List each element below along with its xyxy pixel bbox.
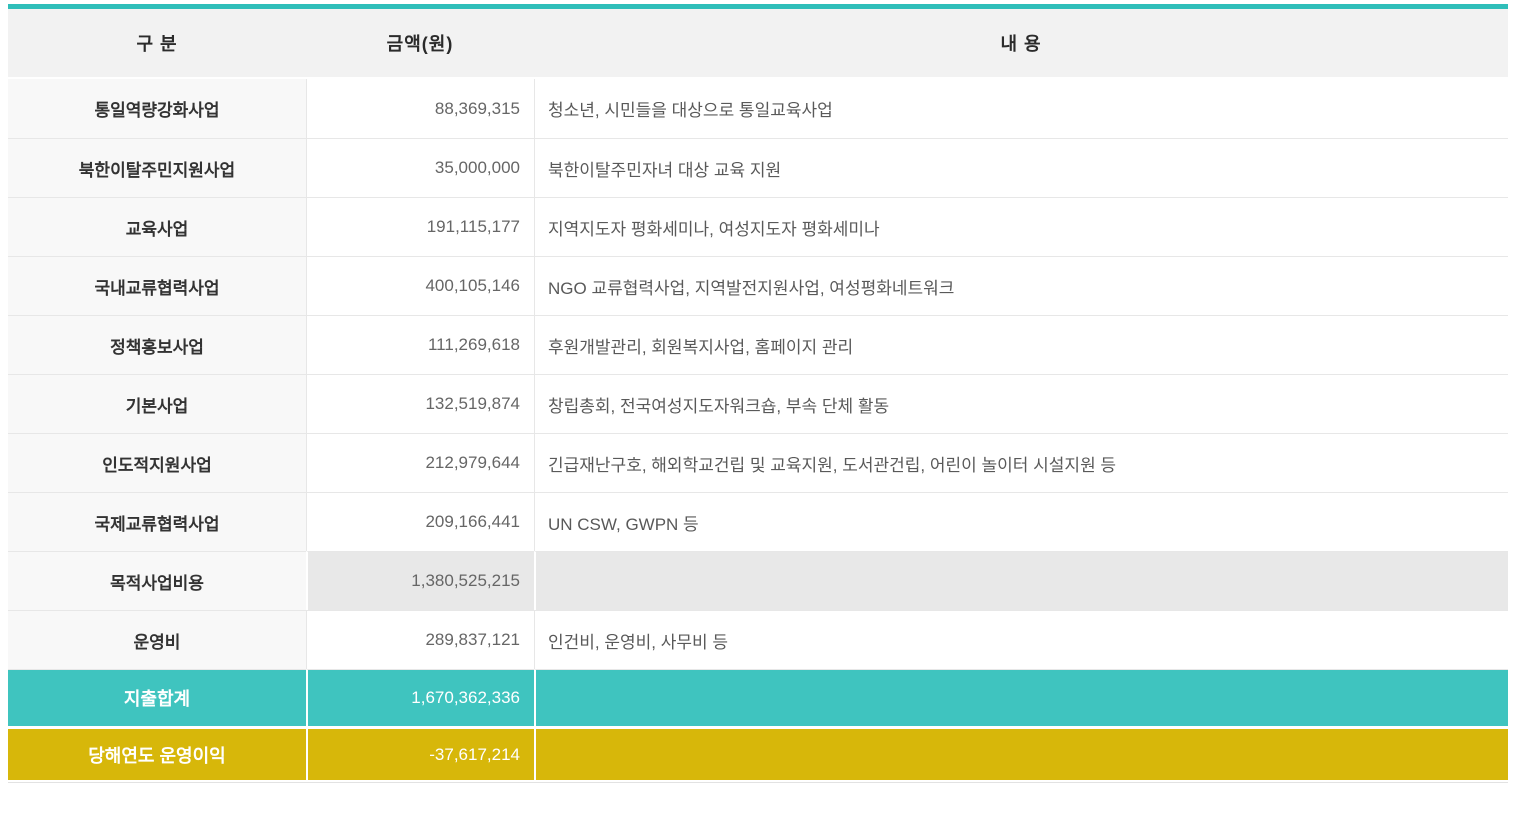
category-cell: 운영비: [8, 610, 306, 669]
category-cell: 정책홍보사업: [8, 315, 306, 374]
table-row: 운영비 289,837,121 인건비, 운영비, 사무비 등: [8, 610, 1508, 669]
description-cell: 창립총회, 전국여성지도자워크숍, 부속 단체 활동: [534, 374, 1508, 433]
description-cell: [534, 551, 1508, 610]
table-row: 목적사업비용 1,380,525,215: [8, 551, 1508, 610]
table-row: 당해연도 운영이익 -37,617,214: [8, 726, 1508, 782]
amount-cell: 191,115,177: [306, 197, 534, 256]
header-description: 내 용: [534, 9, 1508, 79]
header-amount: 금액(원): [306, 9, 534, 79]
header-category: 구 분: [8, 9, 306, 79]
amount-cell: 289,837,121: [306, 610, 534, 669]
description-cell: 청소년, 시민들을 대상으로 통일교육사업: [534, 79, 1508, 138]
category-cell: 통일역량강화사업: [8, 79, 306, 138]
description-cell: 북한이탈주민자녀 대상 교육 지원: [534, 138, 1508, 197]
amount-cell: 111,269,618: [306, 315, 534, 374]
description-cell: 긴급재난구호, 해외학교건립 및 교육지원, 도서관건립, 어린이 놀이터 시설…: [534, 433, 1508, 492]
amount-cell: 1,670,362,336: [306, 669, 534, 726]
table-row: 인도적지원사업 212,979,644 긴급재난구호, 해외학교건립 및 교육지…: [8, 433, 1508, 492]
header-row: 구 분 금액(원) 내 용: [8, 9, 1508, 79]
category-cell: 인도적지원사업: [8, 433, 306, 492]
category-cell: 국내교류협력사업: [8, 256, 306, 315]
table-row: 교육사업 191,115,177 지역지도자 평화세미나, 여성지도자 평화세미…: [8, 197, 1508, 256]
amount-cell: 209,166,441: [306, 492, 534, 551]
category-cell: 기본사업: [8, 374, 306, 433]
description-cell: NGO 교류협력사업, 지역발전지원사업, 여성평화네트워크: [534, 256, 1508, 315]
table-top-accent-bar: [8, 4, 1508, 9]
category-cell: 당해연도 운영이익: [8, 726, 306, 782]
amount-cell: 35,000,000: [306, 138, 534, 197]
amount-cell: 88,369,315: [306, 79, 534, 138]
amount-cell: 212,979,644: [306, 433, 534, 492]
table-row: 지출합계 1,670,362,336: [8, 669, 1508, 726]
description-cell: 지역지도자 평화세미나, 여성지도자 평화세미나: [534, 197, 1508, 256]
expense-table-container: 구 분 금액(원) 내 용 통일역량강화사업 88,369,315 청소년, 시…: [8, 4, 1508, 783]
table-row: 정책홍보사업 111,269,618 후원개발관리, 회원복지사업, 홈페이지 …: [8, 315, 1508, 374]
description-cell: 후원개발관리, 회원복지사업, 홈페이지 관리: [534, 315, 1508, 374]
table-row: 국제교류협력사업 209,166,441 UN CSW, GWPN 등: [8, 492, 1508, 551]
amount-cell: 400,105,146: [306, 256, 534, 315]
category-cell: 목적사업비용: [8, 551, 306, 610]
table-row: 국내교류협력사업 400,105,146 NGO 교류협력사업, 지역발전지원사…: [8, 256, 1508, 315]
table-row: 북한이탈주민지원사업 35,000,000 북한이탈주민자녀 대상 교육 지원: [8, 138, 1508, 197]
category-cell: 국제교류협력사업: [8, 492, 306, 551]
category-cell: 교육사업: [8, 197, 306, 256]
amount-cell: -37,617,214: [306, 726, 534, 782]
description-cell: 인건비, 운영비, 사무비 등: [534, 610, 1508, 669]
amount-cell: 1,380,525,215: [306, 551, 534, 610]
category-cell: 북한이탈주민지원사업: [8, 138, 306, 197]
expense-table: 구 분 금액(원) 내 용 통일역량강화사업 88,369,315 청소년, 시…: [8, 9, 1508, 783]
table-row: 통일역량강화사업 88,369,315 청소년, 시민들을 대상으로 통일교육사…: [8, 79, 1508, 138]
amount-cell: 132,519,874: [306, 374, 534, 433]
description-cell: [534, 726, 1508, 782]
description-cell: [534, 669, 1508, 726]
category-cell: 지출합계: [8, 669, 306, 726]
table-body: 통일역량강화사업 88,369,315 청소년, 시민들을 대상으로 통일교육사…: [8, 79, 1508, 782]
table-row: 기본사업 132,519,874 창립총회, 전국여성지도자워크숍, 부속 단체…: [8, 374, 1508, 433]
description-cell: UN CSW, GWPN 등: [534, 492, 1508, 551]
